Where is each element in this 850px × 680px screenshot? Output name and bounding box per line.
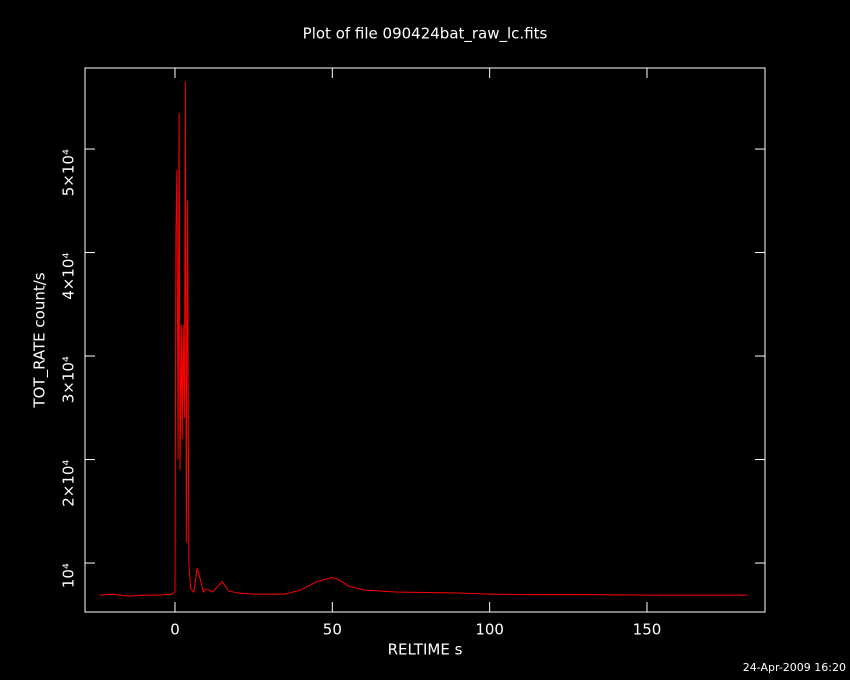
chart-title: Plot of file 090424bat_raw_lc.fits: [303, 25, 548, 44]
x-tick-label: 50: [323, 621, 342, 639]
y-axis-label: TOT_RATE count/s: [31, 272, 50, 408]
x-axis-label: RELTIME s: [388, 641, 463, 659]
y-tick-label: 5×10⁴: [60, 149, 78, 196]
y-tick-label: 10⁴: [60, 563, 78, 588]
plot-frame: [84, 67, 766, 613]
timestamp: 24-Apr-2009 16:20: [743, 661, 846, 674]
y-tick-label: 3×10⁴: [60, 356, 78, 403]
x-tick-label: 150: [633, 621, 662, 639]
y-tick-label: 2×10⁴: [60, 460, 78, 507]
y-tick-label: 4×10⁴: [60, 253, 78, 300]
x-tick-label: 100: [475, 621, 504, 639]
x-tick-label: 0: [170, 621, 180, 639]
data-line: [99, 81, 748, 597]
